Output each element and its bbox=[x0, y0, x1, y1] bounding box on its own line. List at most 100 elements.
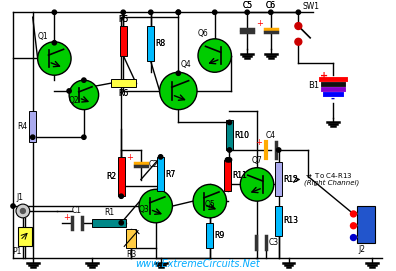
Circle shape bbox=[52, 41, 57, 45]
Text: R11: R11 bbox=[232, 171, 248, 180]
Bar bbox=[147, 26, 154, 62]
Text: Q3: Q3 bbox=[139, 205, 150, 214]
Circle shape bbox=[82, 135, 86, 139]
Circle shape bbox=[82, 78, 86, 82]
Text: R2: R2 bbox=[106, 172, 116, 181]
Text: R4: R4 bbox=[17, 122, 28, 131]
Text: C5: C5 bbox=[242, 1, 252, 10]
Circle shape bbox=[276, 148, 281, 152]
Text: (Right Channel): (Right Channel) bbox=[304, 179, 360, 186]
Circle shape bbox=[227, 158, 232, 162]
Bar bbox=[18, 227, 32, 246]
Circle shape bbox=[295, 22, 302, 30]
Circle shape bbox=[198, 39, 231, 72]
Text: R7: R7 bbox=[166, 170, 176, 179]
Text: C3: C3 bbox=[269, 238, 279, 247]
Circle shape bbox=[119, 194, 124, 198]
Text: +: + bbox=[63, 213, 70, 222]
Bar bbox=[357, 206, 375, 243]
Circle shape bbox=[240, 168, 274, 201]
Text: +: + bbox=[320, 71, 328, 81]
Circle shape bbox=[227, 120, 232, 125]
Circle shape bbox=[67, 89, 71, 93]
Circle shape bbox=[21, 208, 25, 214]
Text: www.ExtremeCircuits.Net: www.ExtremeCircuits.Net bbox=[135, 259, 261, 269]
Bar bbox=[29, 111, 36, 142]
Text: Q1: Q1 bbox=[38, 32, 48, 41]
Text: -: - bbox=[331, 94, 335, 104]
Bar bbox=[157, 157, 164, 191]
Text: +: + bbox=[126, 153, 133, 162]
Text: Q5: Q5 bbox=[205, 200, 216, 209]
Text: C2: C2 bbox=[149, 160, 159, 169]
Text: +: + bbox=[255, 138, 262, 147]
Circle shape bbox=[176, 71, 181, 75]
Circle shape bbox=[11, 204, 15, 208]
Circle shape bbox=[160, 72, 197, 110]
Text: R13: R13 bbox=[284, 216, 299, 225]
Circle shape bbox=[139, 189, 172, 223]
Circle shape bbox=[350, 235, 356, 240]
Bar bbox=[275, 162, 282, 196]
Text: R6: R6 bbox=[118, 89, 129, 98]
Circle shape bbox=[268, 10, 273, 14]
Text: R8: R8 bbox=[156, 39, 166, 48]
Text: J2: J2 bbox=[359, 246, 366, 254]
Text: Q4: Q4 bbox=[180, 60, 191, 69]
Circle shape bbox=[148, 10, 153, 14]
Bar bbox=[120, 26, 127, 56]
Bar bbox=[206, 223, 213, 249]
Bar bbox=[224, 160, 231, 191]
Bar bbox=[92, 219, 126, 227]
Text: $\rightarrow$ To C4-R13: $\rightarrow$ To C4-R13 bbox=[304, 171, 353, 180]
Text: P1: P1 bbox=[12, 247, 22, 256]
Text: R5: R5 bbox=[118, 15, 128, 24]
Circle shape bbox=[245, 10, 249, 14]
Circle shape bbox=[213, 10, 217, 14]
Text: R9: R9 bbox=[215, 231, 225, 240]
Text: R10: R10 bbox=[234, 131, 249, 140]
Circle shape bbox=[193, 185, 227, 218]
Text: R10: R10 bbox=[234, 131, 249, 140]
Text: R3: R3 bbox=[126, 250, 136, 259]
Circle shape bbox=[30, 135, 35, 139]
Text: C6: C6 bbox=[266, 1, 276, 10]
Circle shape bbox=[176, 10, 181, 14]
Circle shape bbox=[16, 204, 30, 218]
Bar bbox=[226, 121, 233, 150]
Bar bbox=[118, 157, 125, 196]
Text: B1: B1 bbox=[308, 80, 319, 89]
Circle shape bbox=[119, 221, 124, 225]
Text: R13: R13 bbox=[284, 216, 299, 225]
Bar bbox=[126, 229, 136, 249]
Text: R7: R7 bbox=[166, 170, 176, 179]
Text: C1: C1 bbox=[72, 206, 82, 215]
Text: R12: R12 bbox=[284, 175, 299, 183]
Text: R2: R2 bbox=[106, 172, 116, 181]
Circle shape bbox=[52, 10, 57, 14]
Circle shape bbox=[38, 42, 71, 75]
Circle shape bbox=[295, 38, 302, 45]
Text: SW1: SW1 bbox=[302, 2, 319, 11]
Text: Q7: Q7 bbox=[252, 156, 263, 165]
Text: C4: C4 bbox=[266, 131, 276, 140]
Text: R12: R12 bbox=[284, 175, 299, 183]
Text: R8: R8 bbox=[156, 39, 166, 48]
Text: C6: C6 bbox=[266, 1, 276, 10]
Circle shape bbox=[158, 155, 163, 159]
Text: C5: C5 bbox=[242, 1, 252, 10]
Circle shape bbox=[227, 148, 232, 152]
Circle shape bbox=[296, 10, 301, 14]
Text: Q6: Q6 bbox=[198, 29, 209, 38]
Circle shape bbox=[350, 223, 356, 229]
Text: Q2: Q2 bbox=[69, 96, 80, 105]
Bar bbox=[111, 79, 136, 87]
Text: R11: R11 bbox=[232, 171, 248, 180]
Text: R1: R1 bbox=[104, 208, 114, 217]
Circle shape bbox=[121, 10, 126, 14]
Text: R5: R5 bbox=[118, 15, 128, 24]
Text: +: + bbox=[256, 19, 263, 28]
Circle shape bbox=[225, 158, 230, 162]
Bar bbox=[275, 206, 282, 235]
Text: R6: R6 bbox=[118, 89, 129, 98]
